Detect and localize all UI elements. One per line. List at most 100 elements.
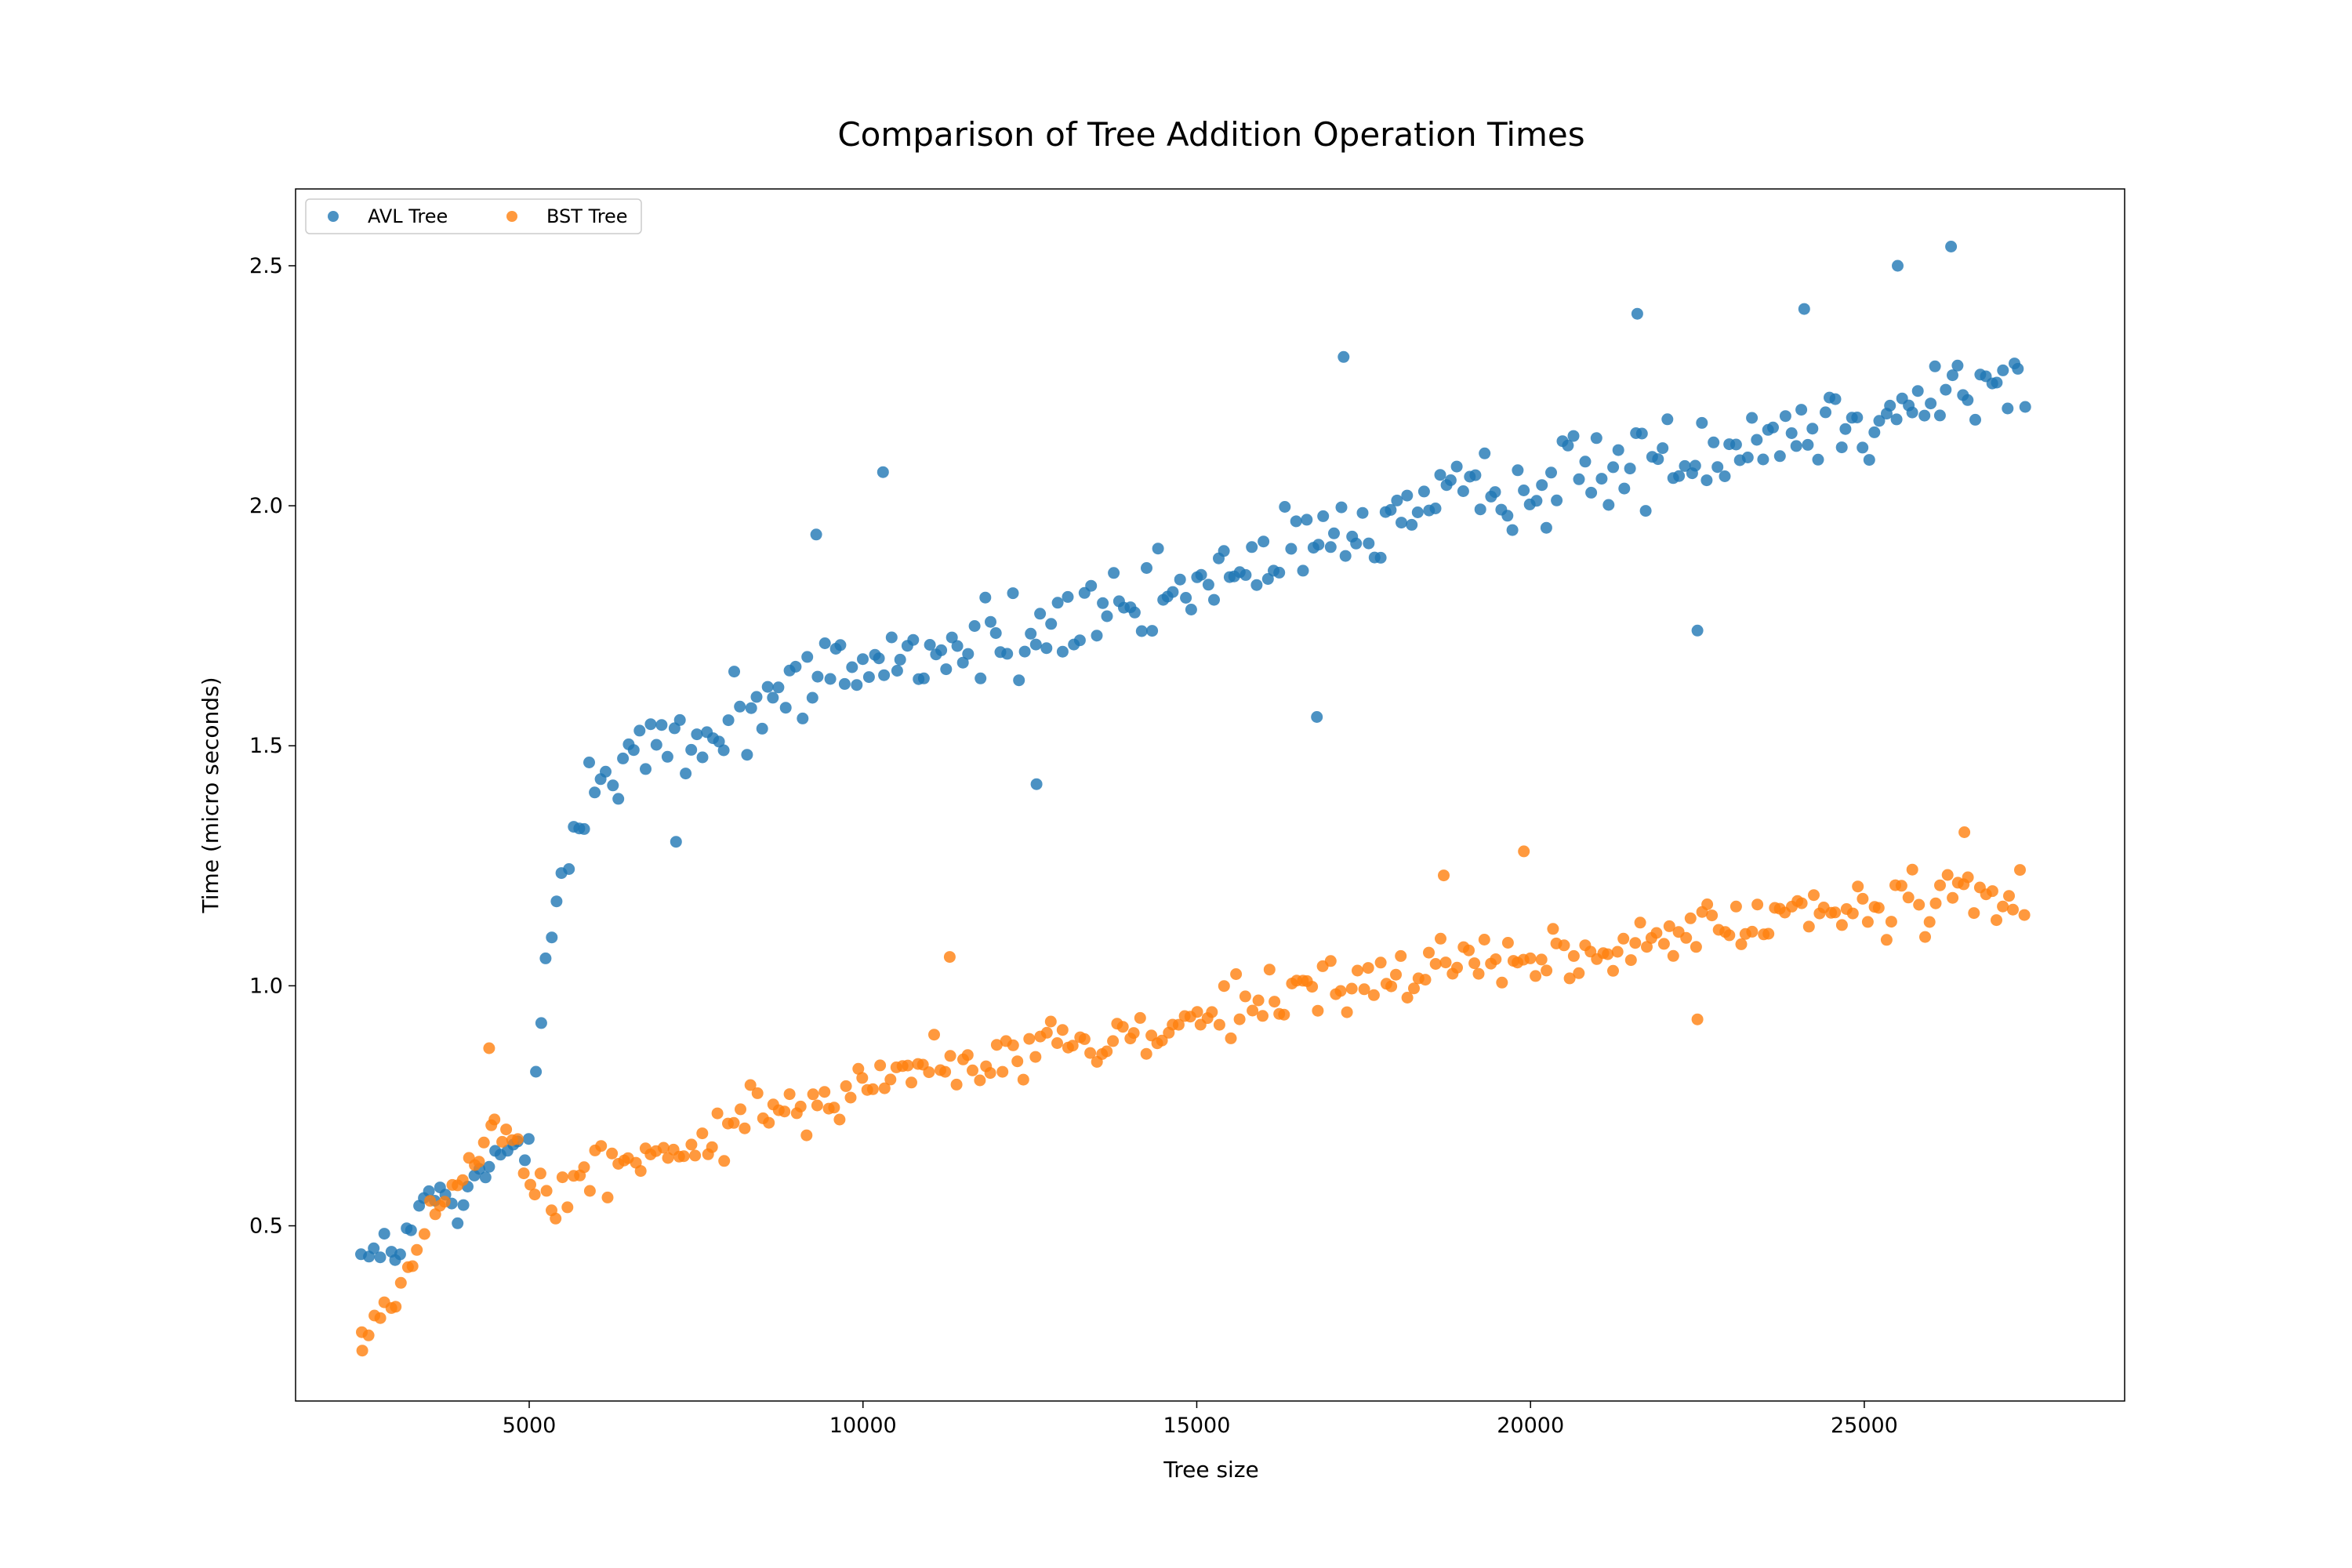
data-point (1861, 916, 1874, 928)
data-point (2003, 890, 2015, 902)
data-point (1558, 939, 1570, 952)
data-point (1073, 634, 1086, 647)
data-point (418, 1228, 430, 1240)
data-point (1573, 967, 1585, 979)
data-point (617, 752, 630, 764)
data-point (1285, 543, 1298, 555)
data-point (1034, 608, 1047, 620)
data-point (362, 1329, 375, 1341)
data-point (713, 735, 725, 748)
data-point (1390, 968, 1402, 981)
data-point (1634, 916, 1646, 929)
data-point (578, 822, 590, 835)
x-tick-label: 10000 (829, 1414, 897, 1438)
data-point (1066, 1040, 1079, 1052)
data-point (1618, 482, 1631, 495)
data-point (1127, 1027, 1140, 1040)
data-point (1434, 469, 1446, 481)
data-point (1541, 964, 1553, 977)
data-point (818, 1086, 831, 1098)
data-point (661, 750, 673, 763)
data-point (650, 739, 662, 751)
data-point (1101, 610, 1113, 622)
data-point (1167, 586, 1179, 598)
data-point (2002, 402, 2014, 415)
data-point (878, 669, 891, 681)
data-point (550, 1212, 562, 1225)
data-point (1468, 957, 1481, 970)
data-point (1919, 931, 1931, 943)
data-point (1406, 518, 1418, 531)
data-point (1652, 453, 1664, 466)
data-point (1751, 434, 1763, 446)
data-point (473, 1156, 485, 1168)
data-point (1846, 907, 1859, 920)
data-point (894, 653, 906, 666)
data-point (783, 1088, 796, 1101)
data-point (1195, 568, 1207, 581)
data-point (1152, 543, 1164, 555)
data-point (1624, 463, 1636, 475)
data-point (985, 615, 996, 628)
data-point (1018, 645, 1031, 658)
data-point (1040, 1026, 1053, 1039)
data-point (1689, 459, 1701, 472)
data-point (877, 466, 889, 478)
data-point (1317, 510, 1330, 522)
data-point (670, 836, 682, 848)
data-point (1802, 920, 1815, 933)
series-bst-tree (356, 826, 2031, 1357)
y-tick-label: 2.5 (249, 254, 283, 278)
data-point (689, 1149, 702, 1162)
data-point (984, 1067, 996, 1080)
data-point (1751, 898, 1764, 911)
data-point (962, 648, 975, 660)
data-point (1863, 454, 1875, 466)
data-point (374, 1312, 387, 1324)
data-point (1590, 432, 1602, 445)
data-point (1107, 1035, 1120, 1047)
data-point (1489, 486, 1501, 499)
data-point (1641, 941, 1653, 953)
data-point (1639, 505, 1652, 517)
data-point (1657, 442, 1669, 455)
data-point (1730, 900, 1742, 913)
data-point (477, 1136, 490, 1149)
data-point (411, 1243, 423, 1256)
x-tick-label: 5000 (503, 1414, 557, 1438)
x-tick-label: 20000 (1497, 1414, 1564, 1438)
data-point (1208, 593, 1220, 606)
data-point (1429, 958, 1442, 970)
x-axis-label: Tree size (1163, 1457, 1259, 1483)
data-point (539, 952, 552, 964)
data-point (1829, 906, 1842, 919)
data-point (644, 718, 657, 731)
data-point (939, 1065, 952, 1078)
data-point (390, 1301, 402, 1313)
data-point (1579, 456, 1592, 468)
data-point (772, 681, 785, 694)
data-point (1708, 436, 1720, 448)
data-point (979, 591, 992, 604)
data-point (996, 1065, 1009, 1078)
data-point (1802, 438, 1814, 451)
data-point (1913, 898, 1926, 911)
data-point (1719, 470, 1731, 482)
x-tick-label: 15000 (1163, 1414, 1231, 1438)
legend-box (305, 198, 642, 234)
data-point (1202, 579, 1214, 591)
data-point (1868, 426, 1881, 438)
data-point (1374, 956, 1387, 969)
data-point (1263, 964, 1276, 976)
data-point (1923, 916, 1936, 928)
data-point (1795, 404, 1808, 416)
data-point (528, 1189, 541, 1201)
data-point (1350, 537, 1363, 550)
data-point (685, 1138, 698, 1151)
data-point (691, 728, 703, 741)
data-point (1890, 413, 1903, 426)
data-point (601, 1191, 614, 1203)
data-point (1757, 453, 1769, 466)
data-point (838, 677, 851, 690)
data-point (1023, 1033, 1036, 1045)
